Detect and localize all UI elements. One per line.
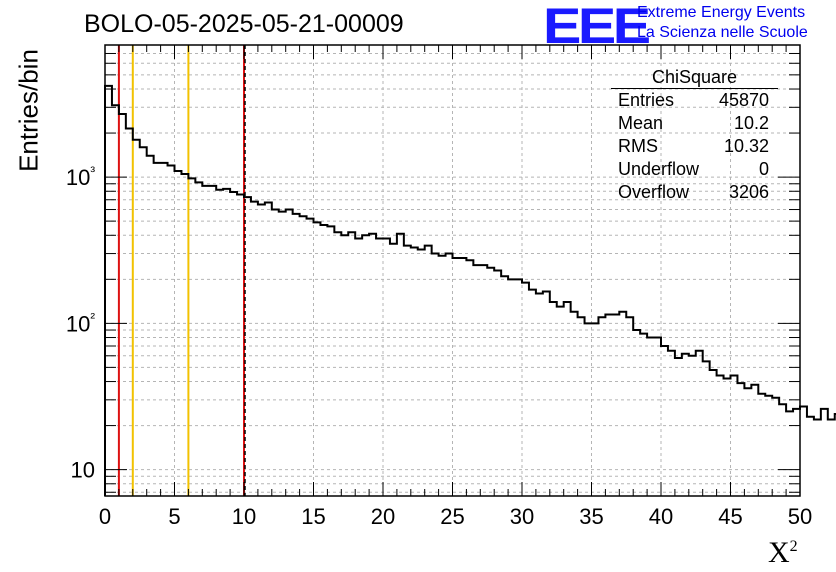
stats-value: 10.32 (723, 136, 769, 156)
stats-label: Mean (618, 113, 664, 133)
x-tick-label: 20 (371, 504, 395, 529)
eee-logo: EEE (543, 0, 651, 54)
stats-label: Overflow (618, 182, 690, 202)
x-tick-label: 35 (579, 504, 603, 529)
threshold-lines (117, 45, 246, 496)
stats-value: 45870 (718, 90, 769, 110)
y-tick-label: 10³ (66, 163, 95, 190)
axis-ticks (104, 44, 801, 496)
x-tick-label: 40 (649, 504, 673, 529)
stats-row: Mean 10.2 (611, 112, 778, 135)
x-tick-label: 25 (440, 504, 464, 529)
x-tick-label: 0 (99, 504, 111, 529)
stats-value: 3206 (728, 182, 769, 202)
axis-tick-labels: 0 5 10 15 20 25 30 35 40 45 50 10 10² 10³ (66, 163, 812, 529)
plot-title: BOLO-05-2025-05-21-00009 (84, 10, 404, 38)
stats-value: 10.2 (733, 113, 769, 133)
y-tick-label: 10 (71, 458, 95, 483)
stats-label: Underflow (618, 159, 700, 179)
stats-row: Overflow 3206 (611, 181, 778, 204)
x-tick-label: 50 (788, 504, 812, 529)
x-tick-label: 5 (168, 504, 180, 529)
stats-row: RMS 10.32 (611, 135, 778, 158)
y-axis-label: Entries/bin (13, 49, 44, 172)
stats-label: Entries (618, 90, 675, 110)
stats-row: Underflow 0 (611, 158, 778, 181)
logo-line-2: La Scienza nelle Scuole (637, 24, 808, 41)
x-tick-label: 10 (232, 504, 256, 529)
x-tick-label: 30 (510, 504, 534, 529)
stats-label: RMS (618, 136, 658, 156)
histogram-series (104, 84, 836, 496)
stats-row: Entries 45870 (611, 89, 778, 112)
grid-lines (105, 44, 800, 496)
y-tick-label: 10² (66, 309, 95, 336)
logo-line-1: Extreme Energy Events (637, 4, 806, 21)
x-tick-label: 15 (301, 504, 325, 529)
x-tick-label: 45 (718, 504, 742, 529)
stats-box: ChiSquare Entries 45870 Mean 10.2 RMS 10.32… (611, 66, 778, 204)
stats-title: ChiSquare (611, 66, 778, 89)
stats-value: 0 (758, 159, 769, 179)
x-axis-label: X2 (768, 536, 798, 569)
